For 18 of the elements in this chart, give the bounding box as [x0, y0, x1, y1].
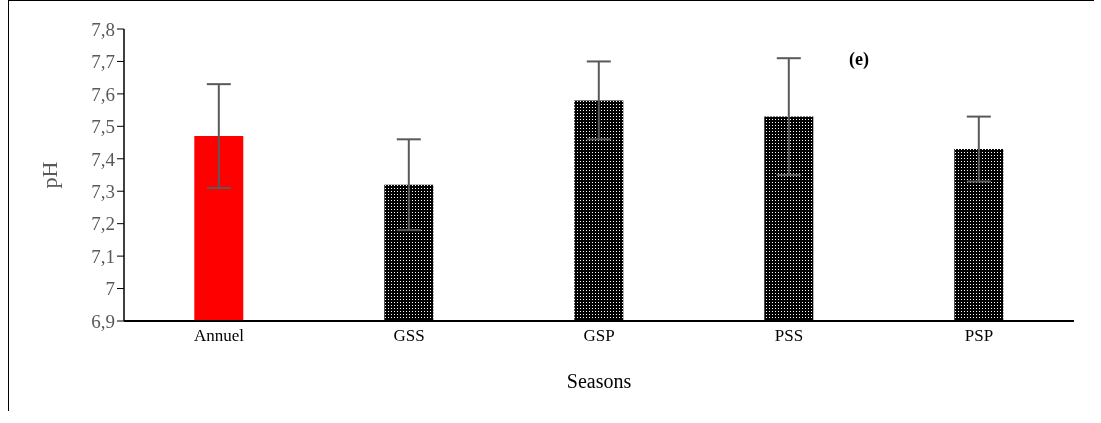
x-tick-label: PSP [964, 326, 994, 346]
x-tick-label: PSS [774, 326, 804, 346]
y-tick-label: 6,9 [91, 310, 115, 332]
x-tick-label: Annuel [193, 326, 245, 346]
y-tick-label: 7,6 [91, 83, 115, 105]
y-tick-label: 7,1 [91, 245, 115, 267]
y-tick-label: 7,2 [91, 213, 115, 235]
annotation: (e) [849, 49, 869, 70]
y-tick-label: 7 [105, 278, 115, 300]
x-tick-label: GSS [393, 326, 425, 346]
y-tick-label: 7,5 [91, 116, 115, 138]
y-tick-label: 7,7 [91, 51, 115, 73]
x-tick-label: GSP [583, 326, 615, 346]
y-tick-label: 7,3 [91, 180, 115, 202]
y-tick-label: 7,4 [91, 148, 116, 170]
y-axis-title: pH [36, 161, 62, 189]
y-tick-label: 7,8 [91, 18, 115, 40]
x-axis-title: Seasons [566, 370, 632, 392]
